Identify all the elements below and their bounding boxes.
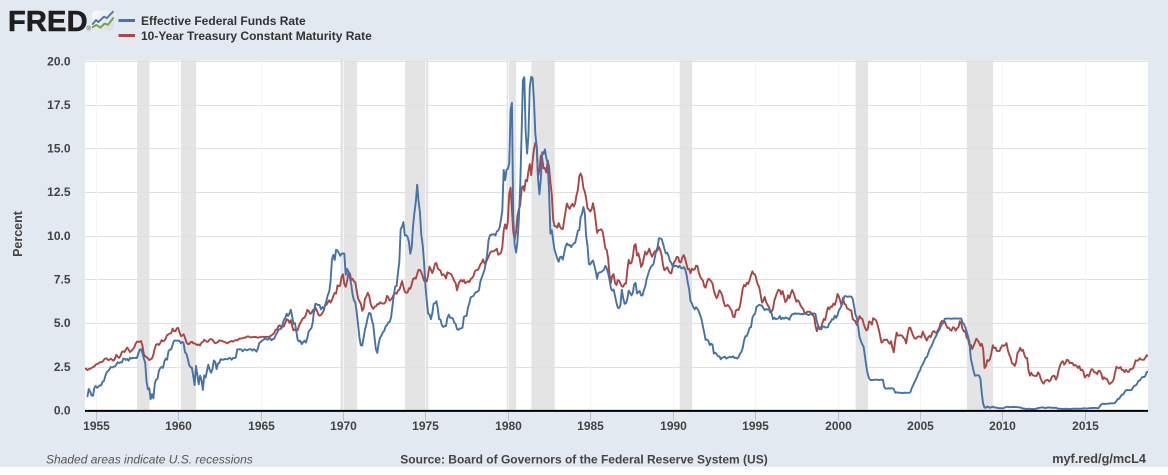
svg-text:1975: 1975 <box>412 419 439 433</box>
svg-text:10.0: 10.0 <box>47 229 71 243</box>
svg-text:17.5: 17.5 <box>47 98 71 112</box>
svg-text:2015: 2015 <box>1072 419 1099 433</box>
svg-text:FRED: FRED <box>8 6 88 38</box>
svg-text:1965: 1965 <box>248 419 275 433</box>
svg-text:1960: 1960 <box>165 419 192 433</box>
svg-text:10-Year Treasury Constant Matu: 10-Year Treasury Constant Maturity Rate <box>141 29 372 43</box>
svg-text:12.5: 12.5 <box>47 185 71 199</box>
svg-text:Shaded areas indicate U.S. rec: Shaded areas indicate U.S. recessions <box>46 453 253 467</box>
svg-text:5.0: 5.0 <box>54 316 71 330</box>
svg-text:1985: 1985 <box>577 419 604 433</box>
svg-text:2005: 2005 <box>907 419 934 433</box>
svg-text:20.0: 20.0 <box>47 54 71 68</box>
svg-text:1955: 1955 <box>83 419 110 433</box>
svg-text:Percent: Percent <box>11 210 25 257</box>
svg-text:0.0: 0.0 <box>54 404 71 418</box>
svg-text:2000: 2000 <box>825 419 852 433</box>
svg-text:2.5: 2.5 <box>54 360 71 374</box>
svg-text:®: ® <box>87 26 92 33</box>
svg-text:Effective Federal Funds Rate: Effective Federal Funds Rate <box>141 14 306 28</box>
svg-text:Source: Board of Governors of: Source: Board of Governors of the Federa… <box>400 453 767 467</box>
svg-text:1970: 1970 <box>330 419 357 433</box>
svg-text:7.5: 7.5 <box>54 273 71 287</box>
svg-text:1995: 1995 <box>742 419 769 433</box>
svg-text:myf.red/g/mcL4: myf.red/g/mcL4 <box>1052 452 1146 466</box>
svg-text:2010: 2010 <box>989 419 1016 433</box>
svg-text:1980: 1980 <box>495 419 522 433</box>
svg-text:15.0: 15.0 <box>47 142 71 156</box>
svg-text:1990: 1990 <box>660 419 687 433</box>
